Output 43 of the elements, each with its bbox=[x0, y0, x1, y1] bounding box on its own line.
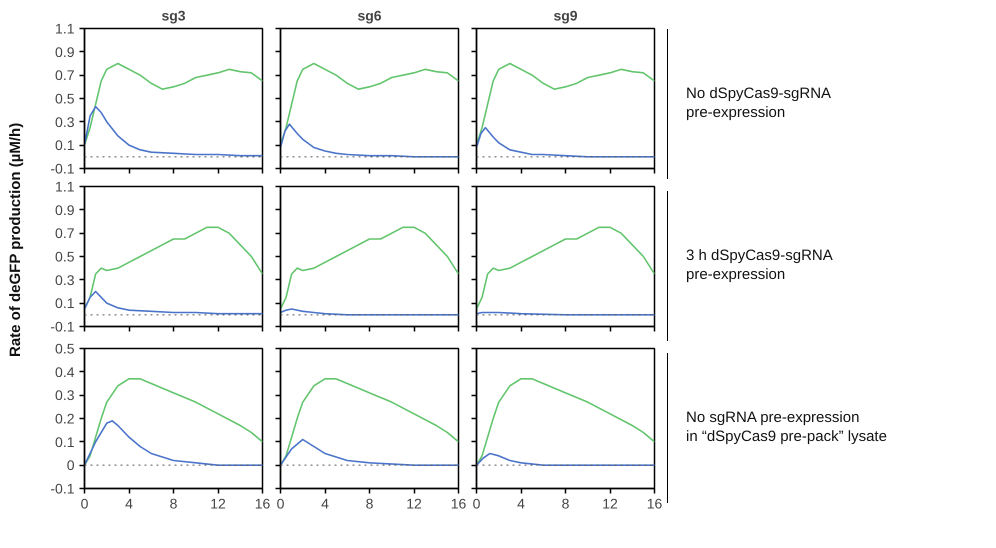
x-tick-label: 8 bbox=[366, 496, 374, 512]
x-tick-label: 12 bbox=[406, 496, 422, 512]
x-tick-label: 8 bbox=[562, 496, 570, 512]
y-tick-label: -0.1 bbox=[50, 318, 75, 334]
chart-title: sg6 bbox=[357, 8, 382, 24]
text: No sgRNA pre-expression in “dSpyCas9 pre-pack” lysate bbox=[667, 353, 887, 503]
y-tick-label: 0.5 bbox=[55, 90, 75, 106]
y-tick-label: 0.5 bbox=[55, 340, 75, 356]
y-tick-label: 0.1 bbox=[55, 295, 75, 312]
y-tick-label: 0.5 bbox=[55, 248, 75, 264]
chart-title: sg9 bbox=[553, 8, 578, 24]
y-tick-label: -0.1 bbox=[50, 480, 75, 496]
y-tick-label: 0.2 bbox=[55, 410, 75, 426]
y-tick-label: 0.3 bbox=[55, 114, 75, 130]
x-tick-label: 8 bbox=[170, 496, 178, 512]
x-tick-label: 0 bbox=[80, 496, 89, 512]
y-tick-label: 0.9 bbox=[55, 44, 75, 60]
text: 3 h dSpyCas9-sgRNA pre-expression bbox=[667, 191, 833, 341]
y-tick-label: 0.4 bbox=[55, 364, 75, 380]
y-axis-title: Rate of deGFP production (µM/h) bbox=[6, 122, 25, 360]
y-tick-label: 0.3 bbox=[55, 272, 75, 288]
chart-title: sg3 bbox=[161, 8, 186, 24]
x-tick-label: 12 bbox=[210, 496, 226, 512]
y-tick-label: 0.3 bbox=[55, 387, 75, 404]
x-tick-label: 12 bbox=[602, 496, 618, 512]
y-tick-label: 0.1 bbox=[55, 137, 75, 154]
y-tick-label: 1.1 bbox=[55, 178, 75, 194]
y-tick-label: 0.1 bbox=[55, 434, 75, 450]
y-tick-label: 0.7 bbox=[55, 225, 75, 242]
x-tick-label: 16 bbox=[646, 496, 662, 512]
x-tick-label: 16 bbox=[254, 496, 270, 512]
y-tick-label: -0.1 bbox=[50, 160, 75, 176]
x-tick-label: 4 bbox=[125, 496, 134, 512]
x-tick-label: 0 bbox=[276, 496, 285, 512]
y-tick-label: 0.9 bbox=[55, 202, 75, 218]
y-tick-label: 0 bbox=[66, 457, 75, 474]
x-tick-label: 4 bbox=[321, 496, 330, 512]
x-tick-label: 16 bbox=[450, 496, 466, 512]
y-tick-label: 1.1 bbox=[55, 20, 75, 36]
x-tick-label: 4 bbox=[517, 496, 526, 512]
y-tick-label: 0.7 bbox=[55, 67, 75, 84]
x-tick-label: 0 bbox=[472, 496, 481, 512]
text: No dSpyCas9-sgRNA pre-expression bbox=[667, 29, 832, 179]
